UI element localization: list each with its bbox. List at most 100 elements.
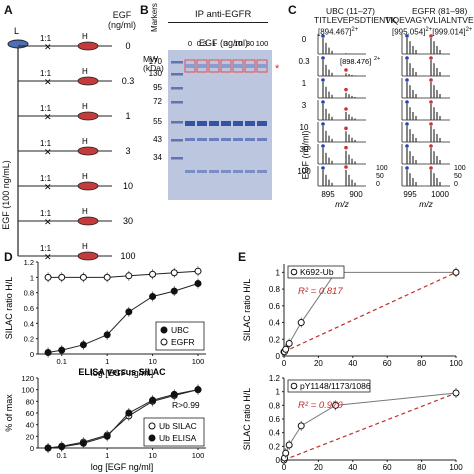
lane-label: 1 [212, 40, 216, 48]
c-heavy-dot [344, 126, 348, 131]
band-43 [233, 138, 243, 141]
panel-a-letter: A [4, 3, 13, 17]
dose-label: 10 [123, 181, 133, 191]
y-tick-label: 0.8 [269, 401, 281, 410]
heavy-chain-band [245, 121, 255, 126]
y-tick-label: 0.8 [269, 285, 281, 294]
y-tick-label: 0.2 [269, 442, 281, 451]
data-point [149, 293, 157, 300]
c-xtick: 895 [321, 190, 335, 199]
panel-d-letter: D [4, 250, 13, 264]
y-tick-label: 0.4 [269, 319, 281, 328]
lane-label: 100 [256, 40, 269, 48]
marker-band [171, 61, 183, 64]
y-tick-label: 1.2 [24, 258, 34, 267]
c-egfr-heavy-dot [429, 78, 433, 82]
legend-label: pY1148/1173/1086 [300, 381, 371, 391]
y-axis-label: SILAC ratio H/L [242, 388, 252, 451]
heavy-label: H [82, 102, 88, 111]
markers-label: Markers [150, 3, 159, 32]
c-light-dot [321, 122, 325, 126]
c-xtick: 1000 [431, 190, 449, 199]
y-tick-label: 40 [26, 421, 34, 430]
heavy-label: H [82, 67, 88, 76]
c-ytick-left: 50 [376, 173, 384, 180]
marker-band [171, 73, 183, 76]
y-tick-label: 1 [30, 273, 34, 282]
band-43 [221, 138, 231, 141]
x-tick-label: 80 [417, 359, 426, 368]
c-ytick-right: 50 [454, 173, 462, 180]
x-tick-label: 80 [417, 463, 426, 472]
heavy-chain-band [197, 121, 207, 126]
y-tick-label: 0.6 [24, 304, 34, 313]
y-tick-label: 100 [21, 386, 34, 395]
series-line [48, 389, 199, 449]
c-dose-label: 30 [300, 145, 309, 154]
chart-title: ELISA versus SILAC [78, 367, 166, 377]
c-egfr-light-dot [405, 122, 409, 126]
light-label: L [14, 26, 19, 36]
band-43 [197, 138, 207, 141]
y-tick-label: 0 [30, 350, 34, 359]
y-tick-label: 0 [276, 456, 281, 465]
mw-tick: 72 [153, 97, 162, 106]
y-tick-label: 1 [276, 268, 281, 277]
data-point [44, 444, 52, 452]
y-tick-label: 20 [26, 432, 34, 441]
c-xlabel: m/z [419, 199, 433, 209]
heavy-label: H [82, 172, 88, 181]
ratio-cross: ✕ [44, 112, 52, 122]
c-xtick: 995 [403, 190, 417, 199]
ratio-label: 1:1 [40, 139, 52, 148]
egfr-band [245, 64, 255, 68]
light-chain-band [257, 170, 267, 173]
legend-box [143, 417, 205, 447]
data-point [79, 341, 87, 349]
x-axis-label: log [EGF ng/ml] [91, 462, 154, 472]
c-dose-label: 1 [302, 79, 307, 88]
data-point [44, 348, 52, 356]
ratio-label: 1:1 [40, 244, 52, 253]
y-axis-label: SILAC ratio H/L [4, 277, 14, 340]
light-chain-band [197, 170, 207, 173]
r-annotation: R>0.99 [172, 400, 200, 410]
c-xlabel: m/z [335, 199, 349, 209]
egfr-band [209, 64, 219, 68]
x-tick-label: 0 [282, 463, 287, 472]
c-ytick-right: 100 [454, 165, 466, 172]
x-tick-label: 60 [383, 463, 392, 472]
lane-label: 0.3 [197, 40, 207, 48]
egfr-band [185, 64, 195, 68]
data-point [282, 449, 290, 457]
mw-tick: 130 [149, 69, 163, 78]
c-ytick-left: 100 [376, 165, 388, 172]
heavy-chain-band [221, 121, 231, 126]
marker-band [171, 139, 183, 142]
ratio-cross: ✕ [44, 147, 52, 157]
y-axis-label: % of max [4, 394, 14, 432]
heavy-dish [77, 111, 99, 121]
marker-band [171, 87, 183, 90]
egfr-title: EGFR (81–98) [412, 6, 468, 16]
regression-line [283, 271, 457, 353]
band-43 [209, 138, 219, 141]
x-tick-label: 10 [148, 357, 156, 366]
c-light-dot [321, 166, 325, 170]
y-tick-label: 0 [276, 352, 281, 361]
data-point [44, 273, 52, 281]
dose-label: 0 [125, 41, 130, 51]
ratio-cross: ✕ [44, 42, 52, 52]
mw-tick: 43 [153, 135, 162, 144]
legend-marker [290, 268, 298, 276]
data-point [285, 339, 293, 347]
egfr-mz: [995.054]2+[999.014]2+ [392, 27, 473, 37]
light-chain-band [209, 170, 219, 173]
c-dose-label: 0.3 [298, 57, 310, 66]
data-point [194, 386, 202, 394]
panel-a-diagram: L1:1✕H01:1✕H0.31:1✕H11:1✕H31:1✕H101:1✕H3… [7, 26, 136, 262]
data-point [103, 273, 111, 281]
y-tick-label: 0 [30, 444, 34, 453]
heavy-chain-band [209, 121, 219, 126]
